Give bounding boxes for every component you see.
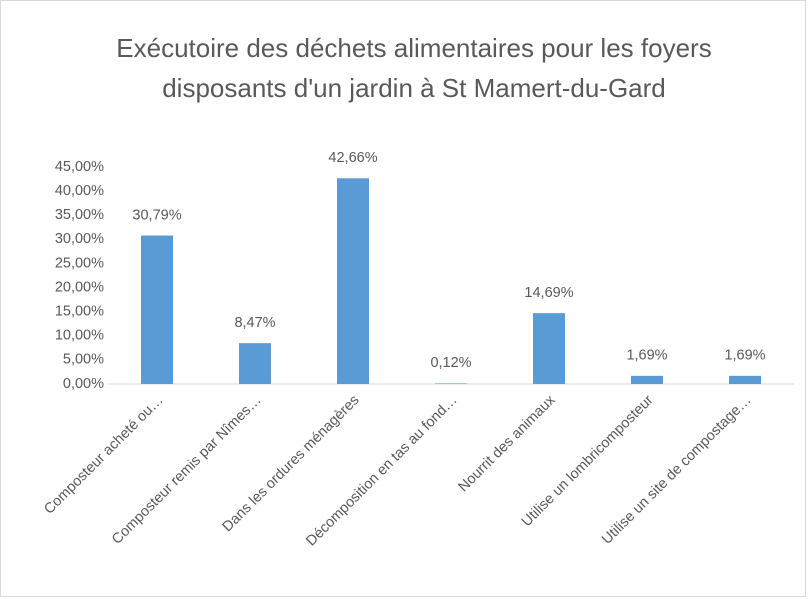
bar bbox=[631, 375, 663, 384]
y-tick-label: 40,00% bbox=[55, 183, 104, 199]
y-tick-label: 0,00% bbox=[63, 376, 104, 392]
data-label: 14,69% bbox=[524, 285, 573, 301]
bar bbox=[337, 178, 369, 384]
data-label: 8,47% bbox=[234, 315, 275, 331]
bar bbox=[533, 313, 565, 384]
y-tick-label: 45,00% bbox=[55, 159, 104, 175]
y-tick-label: 15,00% bbox=[55, 303, 104, 319]
data-label: 1,69% bbox=[724, 348, 765, 364]
bar bbox=[435, 383, 467, 384]
y-tick-label: 35,00% bbox=[55, 207, 104, 223]
data-label: 30,79% bbox=[132, 207, 181, 223]
data-label: 0,12% bbox=[430, 355, 471, 371]
bar bbox=[141, 235, 173, 384]
y-tick-label: 20,00% bbox=[55, 279, 104, 295]
chart-title: Exécutoire des déchets alimentaires pour… bbox=[116, 33, 712, 103]
x-tick-label: Nourrit des animaux bbox=[455, 392, 559, 496]
y-tick-label: 10,00% bbox=[55, 328, 104, 344]
y-tick-label: 5,00% bbox=[63, 352, 104, 368]
bar bbox=[729, 375, 761, 384]
y-tick-label: 30,00% bbox=[55, 231, 104, 247]
y-tick-label: 25,00% bbox=[55, 255, 104, 271]
data-label: 42,66% bbox=[328, 150, 377, 166]
data-label: 1,69% bbox=[626, 348, 667, 364]
bar bbox=[239, 343, 271, 384]
